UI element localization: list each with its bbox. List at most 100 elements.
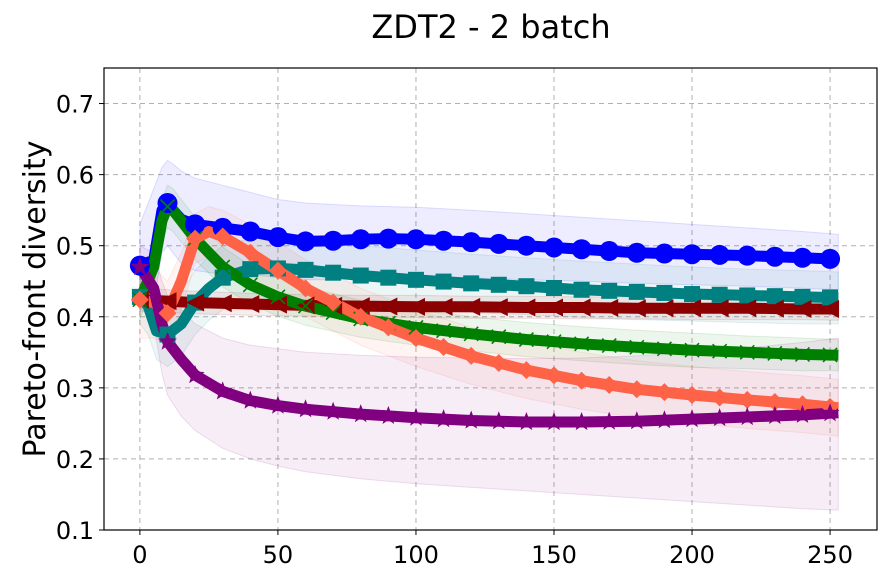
blue-circle-point — [240, 221, 261, 242]
tomato-diamond-point — [572, 371, 591, 390]
teal-square-point — [325, 264, 342, 281]
blue-circle-point — [433, 230, 454, 251]
purple-star-point — [268, 395, 288, 414]
green-x-point — [794, 346, 811, 363]
tomato-diamond-point — [683, 385, 702, 404]
tomato-diamond-point — [213, 227, 232, 246]
teal-square-point — [545, 279, 562, 296]
blue-circle-point — [654, 243, 675, 264]
purple-star-point — [489, 411, 509, 430]
darkred-triangle-left-point — [738, 299, 757, 318]
teal-square-point — [739, 287, 756, 304]
y-tick-label: 0.1 — [56, 517, 94, 545]
blue-circle-point — [267, 227, 288, 248]
purple-star-point — [627, 411, 647, 430]
darkred-triangle-left-point — [765, 299, 784, 318]
darkred-triangle-left-markers — [130, 290, 840, 318]
blue-circle-point — [737, 245, 758, 266]
green-x-point — [215, 259, 231, 275]
tomato-diamond-point — [241, 243, 260, 262]
darkred-triangle-left-point — [627, 299, 646, 318]
tomato-diamond-markers — [130, 227, 840, 416]
y-tick-label: 0.3 — [56, 375, 94, 403]
green-x-point — [242, 277, 258, 293]
blue-circle-point — [378, 228, 399, 249]
tomato-diamond-point — [268, 261, 287, 280]
blue-circle-markers — [129, 193, 841, 276]
blue-circle-point — [516, 235, 537, 256]
teal-square-point — [214, 269, 231, 286]
teal-square-point — [711, 286, 728, 303]
darkred-triangle-left-point — [489, 298, 508, 317]
tomato-diamond-point — [710, 388, 729, 407]
blue-circle-point — [185, 214, 206, 235]
blue-circle-point — [709, 244, 730, 265]
y-axis-label: Pareto-front diversity — [18, 140, 53, 457]
green-x-point — [518, 331, 534, 348]
darkred-triangle-left-point — [406, 297, 425, 316]
teal-square-point — [822, 289, 839, 306]
teal-square-point — [352, 267, 369, 284]
teal-square-point — [794, 288, 811, 305]
darkred-triangle-left-point — [544, 298, 563, 317]
tomato-diamond-point — [186, 229, 205, 248]
teal-square-point — [380, 269, 397, 286]
purple-star-point — [516, 412, 536, 431]
purple-star-point — [710, 408, 730, 427]
tomato-diamond-point — [765, 393, 784, 412]
darkred-triangle-left-point — [793, 299, 812, 318]
green-x-point — [822, 347, 838, 363]
tomato-diamond-point — [324, 293, 343, 312]
purple-star-point — [572, 412, 592, 431]
purple-star-point — [406, 407, 426, 426]
purple-star-point — [351, 404, 371, 423]
blue-circle-point — [405, 229, 426, 250]
blue-circle-point — [461, 232, 482, 253]
darkred-triangle-left-point — [434, 297, 453, 316]
chart-title: ZDT2 - 2 batch — [371, 8, 610, 46]
x-tick-label: 200 — [669, 541, 715, 569]
green-x-point — [684, 342, 700, 358]
blue-circle-point — [350, 229, 371, 250]
green-x-point — [463, 326, 479, 342]
green-x-point — [325, 304, 341, 321]
darkred-triangle-left-point — [600, 298, 619, 317]
green-x-point — [491, 329, 507, 345]
teal-square-point — [490, 276, 507, 293]
y-tick-label: 0.5 — [56, 233, 94, 261]
purple-star-point — [793, 404, 812, 423]
darkred-triangle-left-point — [158, 292, 177, 311]
teal-square-point — [628, 283, 645, 300]
x-tick-label: 100 — [393, 541, 439, 569]
purple-star-point — [544, 412, 564, 431]
purple-star-point — [682, 409, 702, 428]
purple-star-point — [434, 409, 454, 428]
purple-star-point — [296, 399, 315, 418]
teal-square-point — [518, 278, 535, 295]
blue-circle-point — [764, 246, 785, 267]
tomato-diamond-point — [158, 304, 177, 323]
green-x-point — [574, 336, 590, 352]
purple-star-point — [213, 381, 233, 400]
x-axis: 0 50 100 150 200 250 — [132, 530, 853, 569]
tomato-diamond-point — [489, 353, 508, 372]
y-tick-label: 0.6 — [56, 162, 94, 190]
tomato-diamond-point — [517, 361, 536, 380]
tomato-diamond-point — [793, 395, 812, 414]
x-tick-label: 0 — [132, 541, 147, 569]
green-x-point — [408, 319, 424, 335]
green-x-band — [139, 184, 839, 372]
purple-star-band — [139, 244, 839, 511]
tomato-diamond-point — [655, 383, 674, 402]
darkred-triangle-left-point — [683, 299, 702, 318]
darkred-triangle-left-point — [379, 297, 398, 316]
green-x-point — [767, 345, 783, 361]
tomato-diamond-point — [600, 376, 619, 395]
green-x-point — [436, 323, 452, 339]
tomato-diamond-point — [379, 318, 398, 337]
x-tick-label: 250 — [807, 541, 853, 569]
darkred-triangle-left-point — [710, 299, 729, 318]
green-x-point — [601, 337, 617, 354]
tomato-diamond-point — [462, 346, 481, 365]
y-axis: 0.1 0.2 0.3 0.4 0.5 0.6 0.7 — [56, 91, 104, 545]
